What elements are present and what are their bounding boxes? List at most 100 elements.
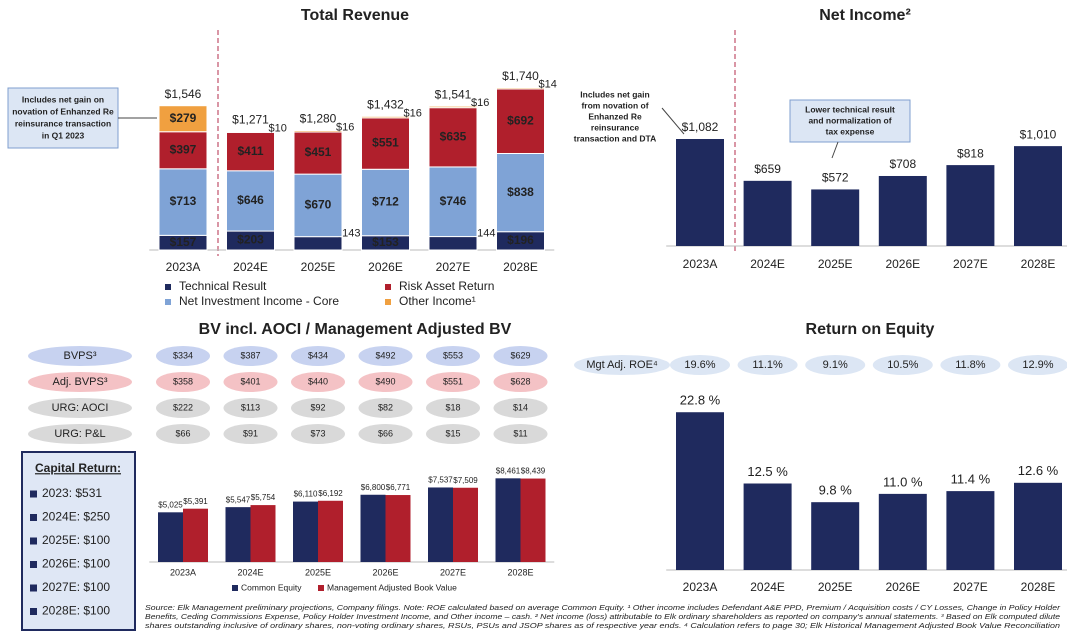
x-tick-label: 2028E xyxy=(507,567,533,577)
chart-title: Total Revenue xyxy=(301,7,409,24)
row-value: $91 xyxy=(243,428,258,438)
value-label: $5,025 xyxy=(158,500,183,509)
row-value-oval xyxy=(737,355,798,375)
value-label: $7,509 xyxy=(453,476,478,485)
row-value-oval xyxy=(426,398,480,418)
annotation-text: Includes net gain xyxy=(580,89,649,99)
annotation-text: from novation of xyxy=(581,100,648,110)
bar xyxy=(743,483,792,570)
footnote: Benefits, Ceding Commissions Expense, Po… xyxy=(145,614,1060,621)
x-tick-label: 2026E xyxy=(885,257,920,271)
legend-swatch xyxy=(165,284,171,290)
legend-swatch xyxy=(165,299,171,305)
segment-label: $10 xyxy=(269,122,287,134)
capital-return-box xyxy=(21,451,136,631)
segment-label: $635 xyxy=(440,129,467,143)
capital-return-item: 2028E: $100 xyxy=(42,604,110,618)
bar xyxy=(946,165,995,246)
annotation-text: novation of Enhanzed Re xyxy=(12,106,114,116)
x-tick-label: 2023A xyxy=(166,260,201,274)
segment-label: $712 xyxy=(372,195,399,209)
bullet xyxy=(30,537,37,545)
total-label: $1,432 xyxy=(367,98,404,112)
segment-label: $196 xyxy=(507,233,534,247)
segment-label: $397 xyxy=(170,142,197,156)
bar xyxy=(1014,482,1062,570)
bar-segment xyxy=(158,131,208,170)
row-value: $14 xyxy=(513,402,528,412)
footnote: Source: Elk Management preliminary proje… xyxy=(145,605,1061,612)
row-value-oval xyxy=(872,355,933,375)
row-label-oval xyxy=(28,424,132,444)
total-label: $1,546 xyxy=(165,87,202,101)
total-label: $1,740 xyxy=(502,69,539,83)
x-tick-label: 2026E xyxy=(368,260,403,274)
total-label: $1,271 xyxy=(232,113,269,127)
legend-swatch xyxy=(385,299,391,305)
bar xyxy=(360,494,386,562)
x-tick-label: 2025E xyxy=(305,567,331,577)
row-value-oval xyxy=(223,372,278,392)
row-value-oval xyxy=(493,424,548,444)
bar-segment xyxy=(428,107,478,168)
value-label: 22.8 % xyxy=(680,393,721,408)
bar xyxy=(385,495,411,562)
x-tick-label: 2028E xyxy=(1021,580,1056,594)
row-value: $334 xyxy=(173,350,193,360)
segment-label: $692 xyxy=(507,113,534,127)
capital-return-item: 2025E: $100 xyxy=(42,533,110,547)
value-label: $708 xyxy=(889,157,916,171)
bar xyxy=(318,500,343,562)
segment-label: $713 xyxy=(170,194,197,208)
row-value-oval xyxy=(493,372,548,392)
x-tick-label: 2024E xyxy=(750,257,785,271)
row-value: $553 xyxy=(443,350,463,360)
bar-segment xyxy=(361,115,410,119)
segment-label: $16 xyxy=(336,121,354,133)
legend-swatch xyxy=(385,284,391,290)
value-label: $1,082 xyxy=(682,120,719,134)
row-value: $66 xyxy=(378,428,393,438)
capital-return-item: 2024E: $250 xyxy=(42,510,110,524)
bar xyxy=(293,501,318,562)
legend-label: Management Adjusted Book Value xyxy=(327,582,457,592)
bar xyxy=(1014,146,1062,246)
value-label: $659 xyxy=(754,162,781,176)
legend-label: Net Investment Income - Core xyxy=(179,294,339,308)
row-label: URG: AOCI xyxy=(52,402,109,414)
row-value-oval xyxy=(426,346,480,366)
value-label: 11.0 % xyxy=(883,474,923,489)
row-value: $222 xyxy=(173,402,193,412)
value-label: $6,110 xyxy=(294,490,318,499)
value-label: 9.8 % xyxy=(819,483,853,498)
segment-label: $670 xyxy=(305,198,332,212)
row-value: 12.9% xyxy=(1022,359,1053,371)
row-label: URG: P&L xyxy=(54,428,105,440)
value-label: $572 xyxy=(822,171,849,185)
legend-swatch xyxy=(232,585,238,591)
bar xyxy=(676,412,724,570)
row-value-oval xyxy=(358,398,413,418)
bar-segment xyxy=(428,236,478,251)
annotation-box xyxy=(7,87,119,149)
bar-segment xyxy=(293,131,343,175)
row-value: $440 xyxy=(308,376,328,386)
row-value-oval xyxy=(805,355,866,375)
row-label-oval xyxy=(28,398,132,418)
segment-label: $14 xyxy=(539,79,557,91)
value-label: $6,800 xyxy=(361,483,386,492)
chart-title: BV incl. AOCI / Management Adjusted BV xyxy=(199,321,512,338)
bar xyxy=(495,478,521,562)
row-value-oval xyxy=(493,398,548,418)
x-tick-label: 2027E xyxy=(440,567,466,577)
annotation-text: reinsurance xyxy=(591,122,639,132)
chart-title: Net Income² xyxy=(819,7,911,24)
value-label: $6,192 xyxy=(318,489,343,498)
bar xyxy=(250,505,276,562)
value-label: 11.4 % xyxy=(951,472,991,487)
bar-segment xyxy=(496,152,545,233)
row-value-oval xyxy=(156,424,210,444)
capital-return-item: 2023: $531 xyxy=(42,486,102,500)
segment-label: $746 xyxy=(440,194,467,208)
segment-label: $411 xyxy=(237,144,263,158)
